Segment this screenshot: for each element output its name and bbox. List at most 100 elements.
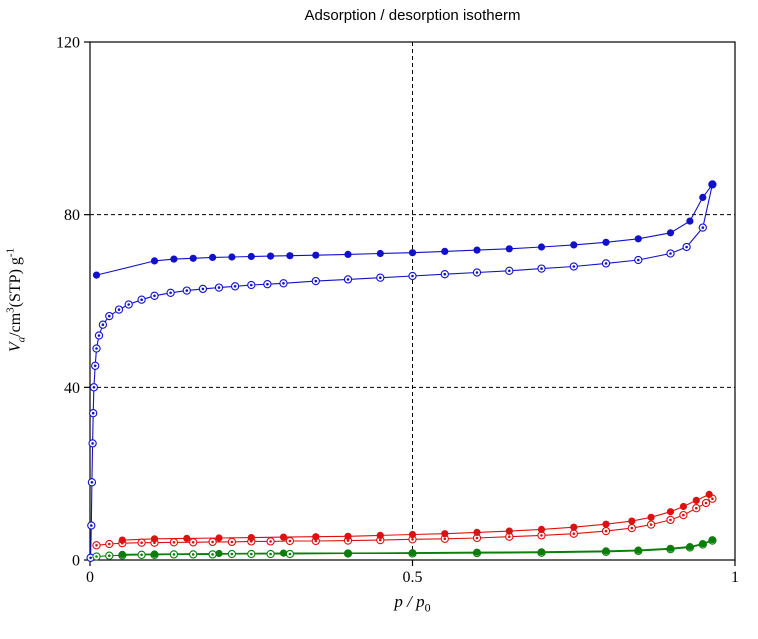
marker-center-dot-blue-adsorption [379,276,382,280]
marker-filled-red-desorption [537,525,546,534]
chart-title: Adsorption / desorption isotherm [304,7,521,24]
marker-center-dot-red-adsorption [411,538,414,541]
marker-filled-blue-desorption [376,249,384,258]
marker-filled-red-desorption [118,536,126,544]
marker-center-dot-blue-adsorption [117,308,121,311]
y-axis-label-a-subscript: a [15,336,28,343]
marker-center-dot-blue-adsorption [140,298,143,302]
marker-filled-blue-desorption [267,252,275,260]
marker-filled-blue-desorption [505,245,513,253]
y-axis-label-units: /cm [7,312,25,337]
marker-center-dot-green-adsorption [230,552,234,556]
x-axis-label-subscript: 0 [424,600,431,615]
y-axis-label-cubed: 3 [4,307,17,313]
marker-center-dot-blue-adsorption [89,556,92,560]
y-axis-label: Va/cm3(STP) g-1 [5,248,28,352]
marker-filled-red-desorption [150,535,159,543]
marker-center-dot-blue-adsorption [282,282,285,285]
marker-center-dot-blue-adsorption [701,226,705,229]
marker-center-dot-blue-adsorption [201,287,205,291]
marker-center-dot-blue-adsorption [92,386,96,389]
marker-center-dot-red-adsorption [604,529,608,533]
marker-center-dot-red-adsorption [695,506,698,510]
marker-center-dot-red-adsorption [508,535,511,538]
marker-center-dot-red-adsorption [191,541,195,544]
marker-filled-green-desorption [215,549,223,558]
marker-filled-red-desorption [441,530,449,538]
marker-center-dot-red-adsorption [572,532,576,535]
marker-center-dot-blue-adsorption [604,262,608,265]
marker-filled-blue-desorption [286,252,294,260]
marker-center-dot-red-adsorption [669,518,672,522]
marker-filled-red-desorption [183,534,191,543]
marker-center-dot-blue-adsorption [685,245,688,249]
marker-filled-blue-desorption [209,253,217,261]
marker-filled-green-desorption [708,536,717,544]
marker-center-dot-red-adsorption [230,540,234,544]
marker-filled-red-desorption [279,533,288,541]
marker-center-dot-red-adsorption [108,542,111,546]
x-tick-label: 1 [731,569,739,586]
marker-filled-red-desorption [602,520,610,528]
x-axis-label-text: p / p [394,592,425,611]
marker-filled-green-desorption [537,548,546,556]
marker-filled-green-desorption [279,549,288,557]
marker-center-dot-blue-adsorption [314,279,318,283]
x-tick-label: 0.5 [403,569,423,586]
marker-center-dot-blue-adsorption [637,258,640,262]
y-tick-label: 80 [64,207,80,224]
marker-center-dot-blue-adsorption [97,334,101,337]
marker-center-dot-green-adsorption [211,553,214,556]
marker-filled-blue-desorption [686,217,694,225]
y-tick-label: 0 [72,553,80,570]
marker-filled-blue-desorption [312,251,320,259]
marker-filled-blue-desorption [570,241,578,249]
marker-center-dot-blue-adsorption [266,282,269,286]
marker-center-dot-blue-adsorption [540,267,543,270]
marker-filled-blue-desorption [699,193,707,201]
marker-center-dot-blue-adsorption [508,269,511,273]
marker-filled-red-desorption [570,523,578,531]
marker-filled-green-desorption [602,547,610,555]
marker-filled-green-desorption [408,549,417,557]
marker-filled-green-desorption [344,549,352,557]
marker-filled-red-desorption [473,528,481,537]
marker-center-dot-red-adsorption [475,536,479,540]
marker-center-dot-blue-adsorption [443,272,447,276]
marker-center-dot-blue-adsorption [217,286,221,289]
y-tick-label: 40 [64,380,80,397]
marker-filled-red-desorption [692,496,700,504]
marker-filled-blue-desorption [708,180,717,188]
marker-filled-red-desorption [344,532,352,540]
marker-center-dot-blue-adsorption [127,303,130,306]
marker-center-dot-red-adsorption [711,497,714,501]
marker-center-dot-red-adsorption [346,539,350,542]
marker-filled-blue-desorption [666,229,675,237]
marker-filled-blue-desorption [170,255,178,263]
marker-center-dot-red-adsorption [288,539,292,543]
marker-center-dot-blue-adsorption [101,323,105,327]
marker-filled-red-desorption [312,533,320,541]
marker-center-dot-red-adsorption [172,541,176,544]
marker-filled-red-desorption [679,502,688,511]
marker-filled-blue-desorption [92,271,101,279]
marker-filled-red-desorption [666,508,675,516]
marker-center-dot-red-adsorption [314,539,318,543]
marker-center-dot-red-adsorption [95,544,98,547]
marker-filled-blue-desorption [537,243,546,251]
marker-center-dot-red-adsorption [540,534,543,537]
marker-center-dot-red-adsorption [649,523,653,526]
marker-filled-red-desorption [628,517,636,525]
marker-filled-green-desorption [634,546,642,554]
marker-filled-blue-desorption [189,254,197,262]
marker-center-dot-green-adsorption [108,554,111,557]
marker-center-dot-blue-adsorption [185,289,189,292]
marker-filled-red-desorption [408,530,417,539]
marker-filled-blue-desorption [473,246,481,254]
marker-center-dot-green-adsorption [140,553,143,557]
y-axis-label-v: V [7,342,25,353]
marker-center-dot-green-adsorption [288,552,292,556]
marker-center-dot-green-adsorption [95,555,98,558]
marker-filled-green-desorption [686,543,694,551]
